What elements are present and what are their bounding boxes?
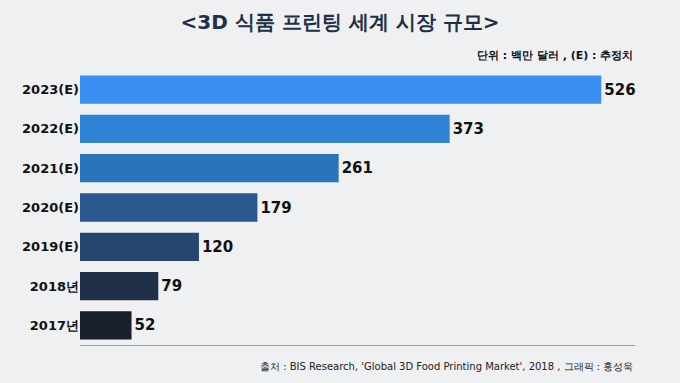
svg-text:261: 261 [342,159,373,177]
svg-text:2017년: 2017년 [30,318,79,333]
svg-text:52: 52 [135,316,156,334]
svg-text:526: 526 [604,81,635,99]
svg-text:179: 179 [260,199,291,217]
svg-text:단위 : 백만 달러 , (E) : 추정치: 단위 : 백만 달러 , (E) : 추정치 [477,49,633,62]
svg-text:<3D 식품 프린팅 세계 시장 규모>: <3D 식품 프린팅 세계 시장 규모> [181,10,500,34]
svg-text:2018년: 2018년 [30,279,79,294]
svg-text:2023(E): 2023(E) [22,82,79,97]
svg-text:373: 373 [453,120,484,138]
svg-text:2021(E): 2021(E) [22,161,79,176]
svg-text:출처 : BIS Research, 'Global 3D: 출처 : BIS Research, 'Global 3D Food Print… [260,361,633,372]
svg-text:2019(E): 2019(E) [22,239,79,254]
svg-text:120: 120 [202,238,233,256]
svg-text:79: 79 [161,277,182,295]
svg-text:2020(E): 2020(E) [22,200,79,215]
svg-text:2022(E): 2022(E) [22,121,79,136]
